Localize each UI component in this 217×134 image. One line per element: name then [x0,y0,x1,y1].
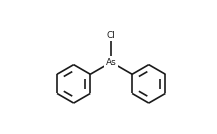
Text: As: As [106,58,117,67]
Text: Cl: Cl [107,31,116,40]
